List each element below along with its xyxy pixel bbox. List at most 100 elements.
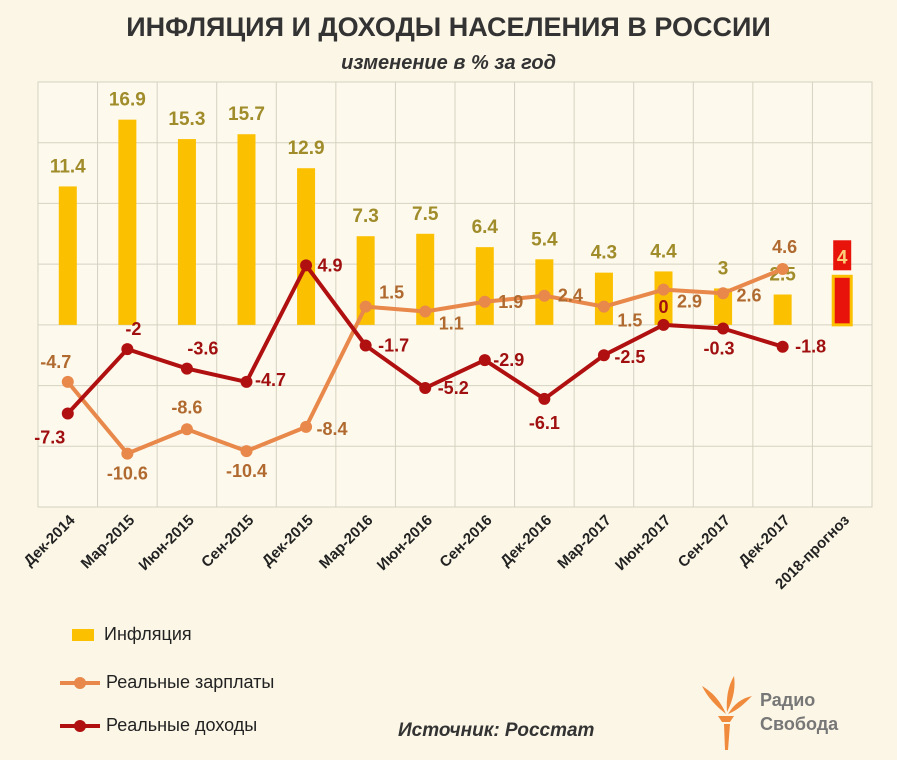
x-tick-label: Дек-2017 [735,512,793,570]
legend-item-wages: Реальные зарплаты [60,672,274,693]
legend-item-income: Реальные доходы [60,715,257,736]
inflation-bar [594,272,613,325]
chart-title: ИНФЛЯЦИЯ И ДОХОДЫ НАСЕЛЕНИЯ В РОССИИ [126,12,771,42]
wages-data-label: 2.4 [558,286,583,306]
income-data-label: -1.8 [795,337,826,357]
wages-data-label: -10.4 [226,461,267,481]
inflation-data-label: 12.9 [288,138,325,159]
wages-point [121,447,134,460]
inflation-bar [475,247,494,325]
source-note: Источник: Росстат [398,720,595,741]
income-point [717,322,730,335]
income-point [478,354,491,367]
wages-point [717,287,730,300]
inflation-bar [773,294,792,325]
inflation-data-label: 7.5 [412,204,439,225]
inflation-data-label: 6.4 [472,217,499,238]
legend-item-inflation: Инфляция [72,624,192,645]
wages-data-label: -8.6 [171,397,202,417]
x-tick-label: Сен-2015 [198,512,257,571]
logo-line2: Свобода [760,714,839,734]
inflation-data-label: 11.4 [50,156,86,177]
wages-point [419,305,432,318]
x-tick-label: Дек-2014 [21,511,80,570]
wages-data-label: 1.9 [498,292,523,312]
income-data-label: 4.9 [318,255,343,275]
inflation-bar [118,119,137,325]
inflation-data-label: 5.4 [531,229,558,250]
logo-line1: Радио [760,690,816,710]
income-data-label: -6.1 [529,413,560,433]
inflation-bar [654,271,673,325]
x-tick-label: Июн-2017 [612,512,674,574]
x-tick-label: Сен-2017 [675,512,734,571]
income-data-label: -2 [125,319,141,339]
inflation-data-label: 4.4 [650,241,677,262]
income-point [538,392,551,405]
inflation-bar [714,288,733,325]
wages-data-label: 1.5 [617,311,642,331]
legend-label: Инфляция [104,624,192,644]
x-tick-label: Июн-2016 [374,512,436,574]
wages-data-label: -10.6 [107,464,148,484]
wages-point [61,375,74,388]
income-point [180,362,193,375]
inflation-bar [416,233,435,325]
wages-data-label: 1.1 [439,314,464,334]
income-data-label: 0 [658,297,668,317]
wages-point [597,300,610,313]
forecast-label-box [833,240,852,271]
legend-bar-swatch [72,628,94,641]
x-tick-label: Дек-2015 [259,512,317,570]
wages-point [240,445,253,458]
income-point [776,340,789,353]
income-data-label: -3.6 [187,339,218,359]
income-data-label: -2.5 [614,347,645,367]
inflation-bar [831,274,853,327]
inflation-data-label: 7.3 [352,206,378,227]
income-data-label: -2.9 [493,350,524,370]
x-tick-label: Мар-2016 [316,512,377,573]
wages-point [300,420,313,433]
income-data-label: -1.7 [378,336,409,356]
income-point [597,349,610,362]
legend-line-swatch [60,719,100,732]
income-point [419,382,432,394]
inflation-bar [237,134,256,325]
income-data-label: -0.3 [704,339,735,359]
inflation-bar [58,186,77,325]
logo-text: Радио Свобода [760,688,838,736]
wages-data-label: 1.5 [379,283,404,303]
inflation-data-label: 4 [837,247,848,268]
wages-data-label: -8.4 [317,419,348,439]
income-point [121,343,134,356]
income-data-label: -7.3 [34,428,65,448]
income-data-label: -5.2 [438,378,469,398]
wages-data-label: 2.9 [677,292,702,312]
x-tick-label: Сен-2016 [436,512,495,571]
wages-point [180,423,193,436]
legend-label: Реальные зарплаты [106,672,275,692]
chart-subtitle: изменение в % за год [341,52,556,74]
income-point [240,375,253,388]
wages-data-label: 4.6 [772,237,797,257]
legend-label: Реальные доходы [106,715,258,735]
inflation-data-label: 15.7 [228,104,265,125]
inflation-data-label: 15.3 [168,109,205,130]
wages-data-label: 2.6 [737,285,762,305]
wages-point [657,283,670,296]
income-point [300,259,313,272]
wages-point [359,300,372,313]
wages-point [776,263,789,275]
income-point [61,407,74,420]
income-point [359,339,372,352]
inflation-bar [177,139,196,325]
x-tick-label: Мар-2015 [78,512,139,573]
inflation-data-label: 3 [718,258,729,279]
income-data-label: -4.7 [255,370,286,390]
wages-data-label: -4.7 [40,352,71,372]
inflation-bar [297,168,316,325]
x-tick-label: Июн-2015 [136,512,198,574]
income-point [657,318,670,331]
